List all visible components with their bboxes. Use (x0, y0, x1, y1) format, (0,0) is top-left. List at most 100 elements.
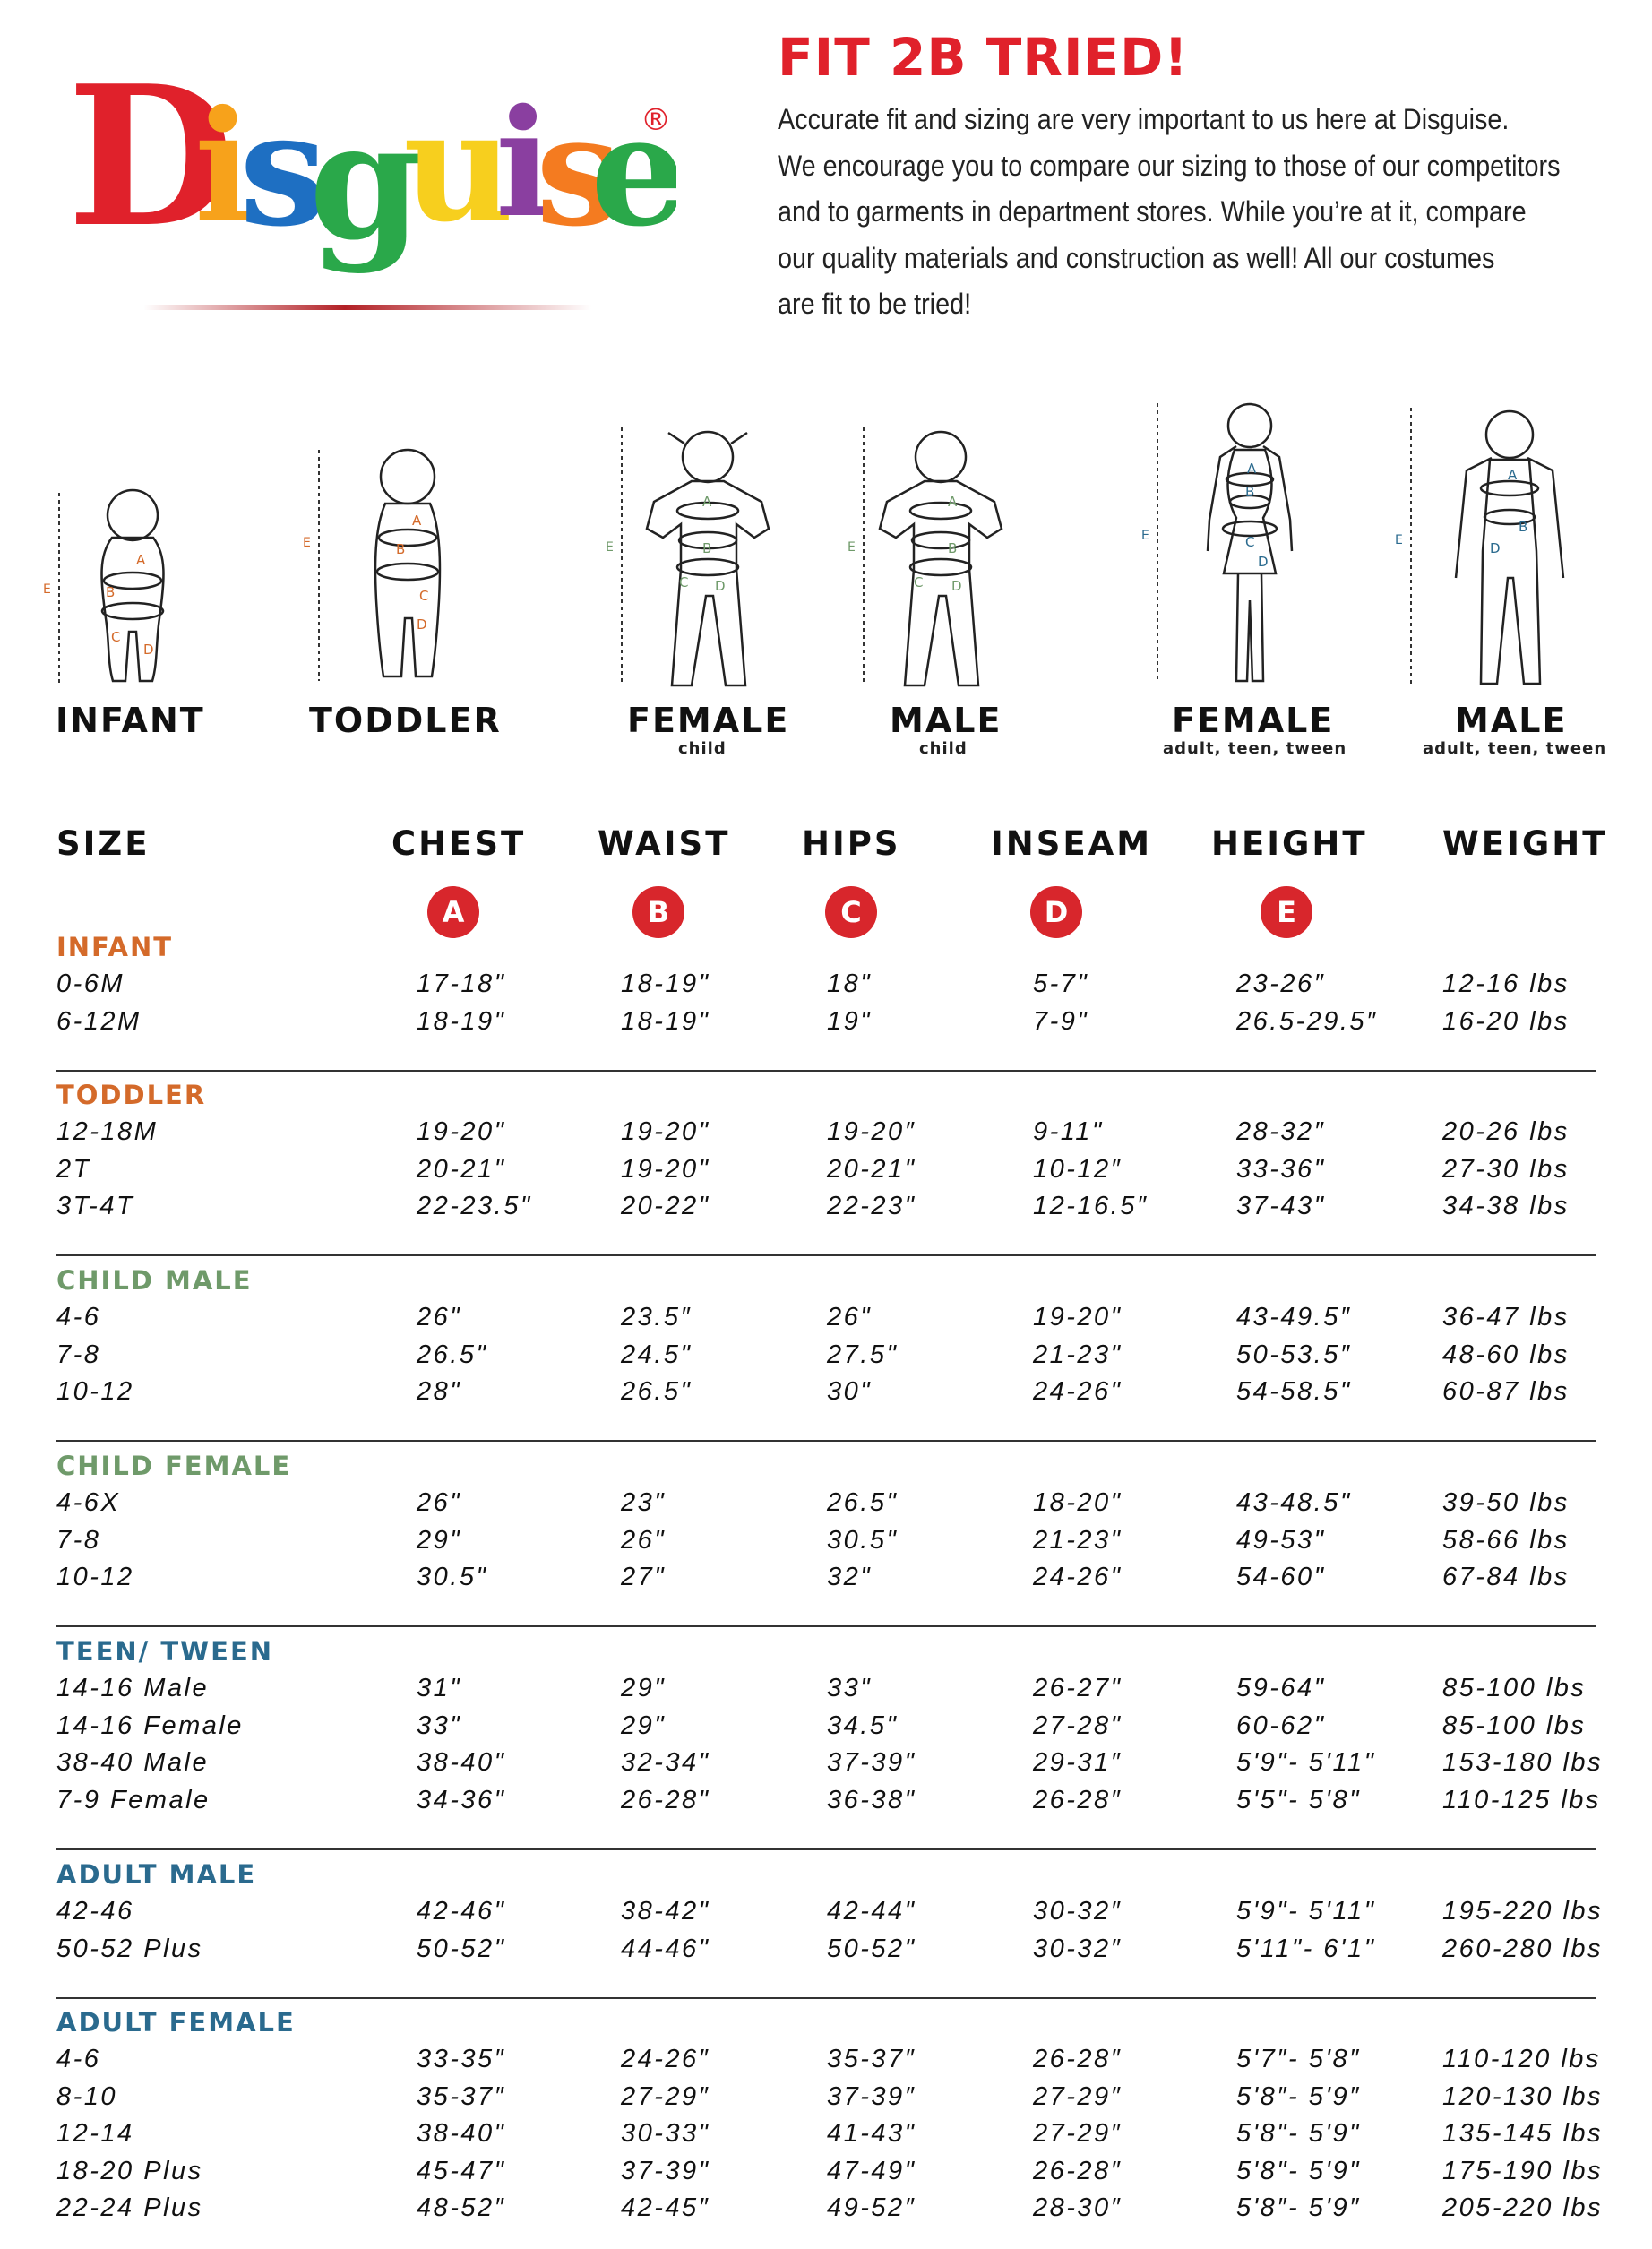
cell-height: 23-26″ (1236, 969, 1326, 998)
cell-size: 10-12 (56, 1563, 134, 1591)
cell-height: 54-58.5" (1236, 1377, 1352, 1406)
adult-female-figure: E A B C D (1141, 402, 1294, 683)
cell-hips: 36-38" (827, 1785, 916, 1814)
cell-inseam: 26-27" (1033, 1674, 1123, 1702)
figure-label-child-male: MALE (890, 701, 1002, 740)
svg-text:A: A (412, 513, 422, 529)
header-size: SIZE (56, 824, 151, 863)
cell-waist: 18-19" (621, 1006, 710, 1036)
cell-size: 38-40 Male (56, 1748, 210, 1777)
svg-text:D: D (951, 578, 962, 594)
svg-text:C: C (914, 574, 923, 590)
cell-weight: 135-145 lbs (1442, 2119, 1604, 2148)
cell-weight: 34-38 lbs (1442, 1192, 1570, 1220)
cell-height: 50-53.5″ (1236, 1340, 1352, 1369)
figure-sub-adult-male: adult, teen, tween (1423, 739, 1607, 758)
header-chest: CHEST (391, 824, 527, 863)
cell-size: 12-18M (56, 1117, 159, 1146)
table-row: 42-46 42-46" 38-42" 42-44" 30-32″ 5'9"- 5'11"… (0, 1897, 1652, 1933)
cell-inseam: 19-20" (1033, 1303, 1123, 1331)
table-row: 6-12M 18-19" 18-19" 19" 7-9" 26.5-29.5″ 16-20 … (0, 1007, 1652, 1043)
cell-hips: 34.5" (827, 1710, 899, 1740)
cell-chest: 34-36" (417, 1785, 506, 1814)
section-divider (56, 1848, 1596, 1850)
svg-text:A: A (1508, 467, 1518, 483)
cell-chest: 35-37″ (417, 2081, 506, 2111)
cell-hips: 26" (827, 1303, 873, 1331)
cell-chest: 38-40" (417, 2119, 506, 2148)
cell-inseam: 30-32″ (1033, 1934, 1123, 1963)
cell-inseam: 28-30″ (1033, 2193, 1123, 2222)
cell-chest: 18-19" (417, 1006, 506, 1036)
cell-size: 42-46 (56, 1897, 134, 1926)
svg-text:A: A (948, 494, 958, 510)
cell-height: 28-32″ (1236, 1117, 1326, 1146)
cell-waist: 23.5″ (621, 1303, 693, 1331)
header-inseam: INSEAM (991, 824, 1153, 863)
cell-weight: 60-87 lbs (1442, 1377, 1570, 1406)
cell-weight: 120-130 lbs (1442, 2081, 1604, 2111)
svg-text:B: B (1245, 484, 1254, 500)
table-row: 18-20 Plus 45-47" 37-39" 47-49" 26-28″ 5'8"- … (0, 2157, 1652, 2193)
svg-text:i: i (194, 77, 253, 256)
cell-waist: 26.5" (621, 1377, 693, 1406)
child-female-figure: E A B C D (606, 427, 770, 687)
intro-line: and to garments in department stores. Wh… (778, 195, 1527, 228)
cell-waist: 32-34" (621, 1748, 710, 1777)
cell-size: 2T (56, 1154, 91, 1184)
table-row: 10-12 30.5" 27" 32" 24-26" 54-60" 67-84 lbs (0, 1563, 1652, 1598)
figure-label-child-female: FEMALE (627, 701, 790, 740)
cell-hips: 35-37″ (827, 2045, 916, 2073)
table-row: 14-16 Male 31" 29" 33" 26-27" 59-64" 85-100 lb… (0, 1674, 1652, 1710)
cell-waist: 20-22" (621, 1192, 710, 1220)
cell-waist: 24.5" (621, 1340, 693, 1369)
cell-hips: 37-39″ (827, 2081, 916, 2111)
svg-text:B: B (106, 584, 115, 600)
cell-hips: 30.5" (827, 1525, 899, 1555)
cell-height: 54-60" (1236, 1563, 1326, 1591)
cell-size: 3T-4T (56, 1192, 135, 1220)
figure-sub-adult-female: adult, teen, tween (1163, 739, 1347, 758)
svg-text:®: ® (641, 102, 671, 138)
cell-waist: 30-33" (621, 2119, 710, 2148)
header-weight: WEIGHT (1442, 824, 1608, 863)
cell-size: 50-52 Plus (56, 1934, 203, 1963)
cell-chest: 31" (417, 1674, 462, 1702)
svg-text:e: e (590, 82, 676, 261)
svg-text:D: D (715, 578, 726, 594)
badge-a: A (427, 886, 479, 938)
cell-weight: 36-47 lbs (1442, 1303, 1570, 1331)
cell-waist: 18-19" (621, 969, 710, 998)
cell-weight: 85-100 lbs (1442, 1710, 1587, 1740)
cell-waist: 27" (621, 1563, 667, 1591)
cell-size: 7-8 (56, 1340, 101, 1369)
cell-chest: 30.5" (417, 1563, 488, 1591)
svg-text:E: E (606, 540, 614, 555)
cell-size: 4-6 (56, 2045, 101, 2073)
header-hips: HIPS (802, 824, 901, 863)
cell-size: 14-16 Female (56, 1710, 244, 1740)
cell-size: 4-6X (56, 1488, 121, 1517)
cell-height: 33-36" (1236, 1154, 1326, 1184)
table-row: 22-24 Plus 48-52″ 42-45″ 49-52″ 28-30″ 5'8″- … (0, 2193, 1652, 2229)
cell-height: 43-48.5" (1236, 1488, 1352, 1517)
logo-underline (143, 305, 591, 310)
table-row: 3T-4T 22-23.5" 20-22" 22-23" 12-16.5″ 37-43" 3… (0, 1192, 1652, 1228)
cell-waist: 23" (621, 1488, 667, 1517)
badge-d: D (1030, 886, 1082, 938)
cell-weight: 110-125 lbs (1442, 1785, 1601, 1814)
cell-inseam: 21-23" (1033, 1525, 1123, 1555)
infant-figure: E A B C D (43, 488, 165, 685)
cell-chest: 19-20" (417, 1117, 506, 1146)
cell-inseam: 24-26" (1033, 1377, 1123, 1406)
table-row: 8-10 35-37″ 27-29″ 37-39″ 27-29″ 5'8″- 5'9″ 12… (0, 2082, 1652, 2118)
cell-weight: 48-60 lbs (1442, 1340, 1570, 1369)
cell-waist: 42-45″ (621, 2193, 710, 2222)
cell-inseam: 7-9" (1033, 1006, 1089, 1036)
svg-text:B: B (948, 540, 957, 556)
cell-weight: 195-220 lbs (1442, 1897, 1604, 1926)
svg-text:C: C (1245, 534, 1254, 550)
cell-chest: 22-23.5" (417, 1192, 532, 1220)
cell-height: 5'5"- 5'8" (1236, 1785, 1361, 1814)
cell-hips: 37-39" (827, 1748, 916, 1777)
